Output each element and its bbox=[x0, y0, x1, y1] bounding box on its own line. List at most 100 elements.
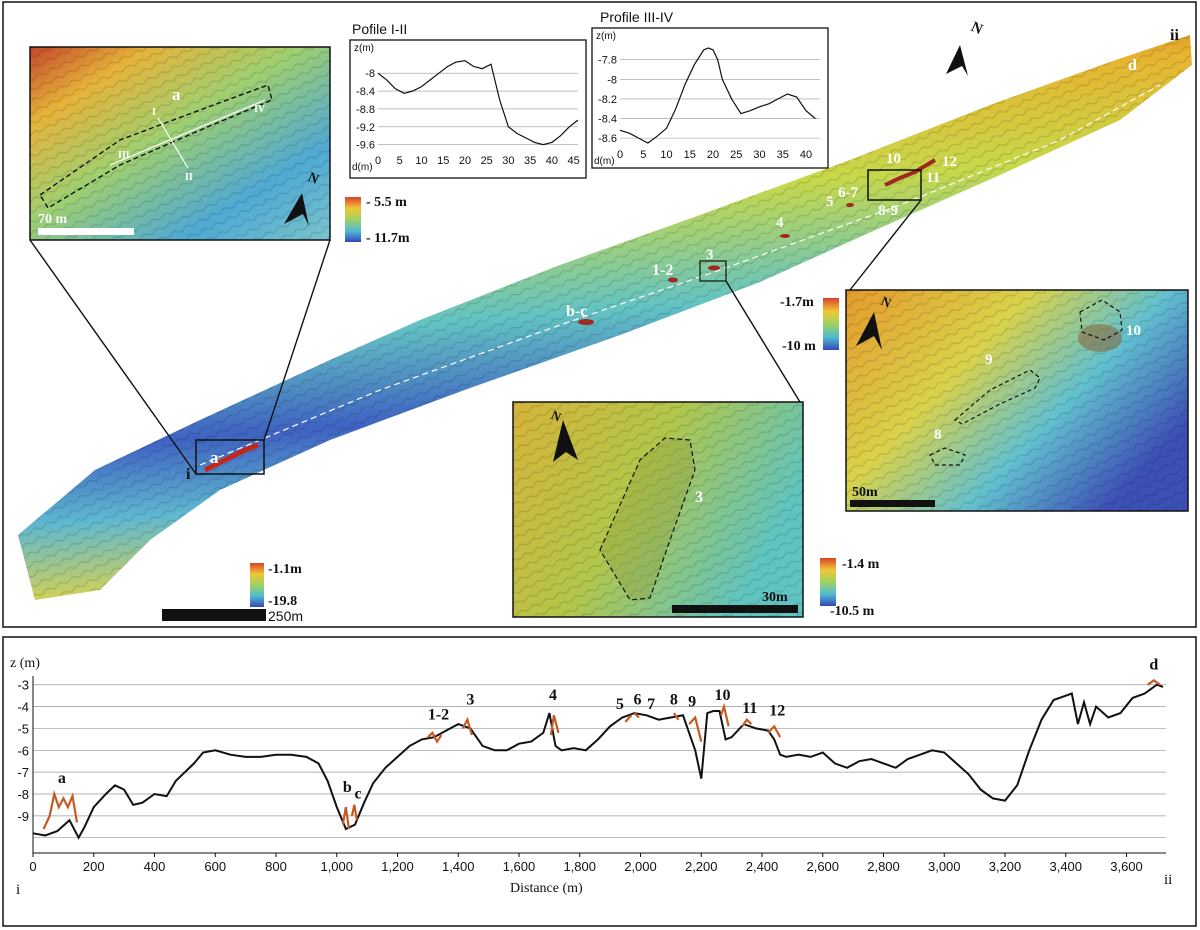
x-tick-label: 3,600 bbox=[1110, 859, 1143, 874]
x-tick-label: 2,600 bbox=[806, 859, 839, 874]
profile-2-x-ticks: 0 5 10 15 20 25 30 35 40 bbox=[617, 149, 812, 161]
y-tick-label: -9 bbox=[17, 809, 29, 824]
annotation-label: 4 bbox=[549, 687, 557, 704]
svg-text:- 11.7m: - 11.7m bbox=[366, 231, 410, 246]
y-tick-label: -8 bbox=[17, 787, 29, 802]
inset-3: 3 N 30m bbox=[512, 401, 804, 618]
feature-segment-11 bbox=[741, 718, 753, 727]
inset-3-site: 3 bbox=[695, 489, 703, 506]
x-tick-label: 3,000 bbox=[928, 859, 961, 874]
svg-text:III: III bbox=[118, 150, 130, 161]
inset-a-site: a bbox=[172, 85, 181, 104]
inset-3-scale: 30m bbox=[762, 590, 788, 605]
x-tick-label: 30 bbox=[753, 149, 765, 161]
inset-a-scale: 70 m bbox=[38, 212, 68, 227]
annotation-label: 11 bbox=[742, 700, 757, 717]
y-tick-label: -8 bbox=[365, 68, 375, 80]
x-tick-label: 35 bbox=[524, 155, 536, 167]
x-tick-label: 2,400 bbox=[746, 859, 779, 874]
x-tick-label: 2,000 bbox=[624, 859, 657, 874]
x-tick-label: 0 bbox=[29, 859, 36, 874]
inset-10-site-10: 10 bbox=[1126, 323, 1141, 339]
svg-text:z(m): z(m) bbox=[596, 31, 616, 42]
map-label-d: d bbox=[1128, 57, 1137, 74]
profile-1-title: Pofile I-II bbox=[352, 21, 407, 37]
y-tick-label: -8.4 bbox=[598, 114, 617, 126]
feature-segment-9 bbox=[688, 715, 703, 742]
map-legend-bottom: -19.8 bbox=[268, 594, 297, 609]
long-profile-y-ticks: -3 -4 -5 -6 -7 -8 -9 bbox=[17, 678, 29, 824]
x-tick-label: 5 bbox=[640, 149, 646, 161]
x-tick-label: 40 bbox=[800, 149, 812, 161]
map-label-a: a bbox=[210, 448, 219, 467]
annotation-label: b bbox=[343, 779, 352, 796]
annotation-label: 3 bbox=[466, 691, 474, 708]
x-tick-label: 1,000 bbox=[320, 859, 353, 874]
x-tick-label: 5 bbox=[397, 155, 403, 167]
inset-a-legend: - 5.5 m - 11.7m bbox=[345, 195, 410, 246]
profile-2-grid bbox=[620, 59, 820, 139]
long-profile-ylabel: z (m) bbox=[10, 656, 40, 671]
inset-10-scale: 50m bbox=[852, 485, 878, 500]
map-label-12: 12 bbox=[942, 154, 957, 170]
map-label-bc: b-c bbox=[566, 303, 587, 320]
annotation-label: d bbox=[1149, 656, 1158, 673]
annotation-label: a bbox=[58, 770, 66, 787]
x-tick-label: 1,800 bbox=[563, 859, 596, 874]
long-profile-xlabel: Distance (m) bbox=[510, 881, 583, 896]
long-profile-chart: -3 -4 -5 -6 -7 -8 -9 0 200 400 600 800 1,000 1,200 1,… bbox=[10, 656, 1172, 898]
x-tick-label: 0 bbox=[617, 149, 623, 161]
svg-text:II: II bbox=[185, 172, 193, 183]
annotation-label: 10 bbox=[715, 687, 731, 704]
y-tick-label: -5 bbox=[17, 721, 29, 736]
svg-text:z(m): z(m) bbox=[354, 43, 374, 54]
long-profile-x-ticks: 0 200 400 600 800 1,000 1,200 1,400 1,600 1,800 2,… bbox=[29, 853, 1143, 874]
svg-text:IV: IV bbox=[254, 104, 266, 115]
annotation-label: 7 bbox=[647, 696, 655, 713]
x-tick-label: 45 bbox=[568, 155, 580, 167]
x-tick-label: 20 bbox=[707, 149, 719, 161]
x-tick-label: 1,600 bbox=[503, 859, 536, 874]
x-tick-label: 25 bbox=[481, 155, 493, 167]
feature-segment-d bbox=[1147, 679, 1161, 686]
map-label-3: 3 bbox=[706, 247, 714, 263]
x-tick-label: 600 bbox=[204, 859, 226, 874]
x-tick-label: 3,200 bbox=[989, 859, 1022, 874]
x-tick-label: 2,200 bbox=[685, 859, 718, 874]
map-depth-legend: -1.1m -19.8 bbox=[250, 562, 302, 609]
profile-line bbox=[32, 683, 1164, 840]
feature-segment-10 bbox=[719, 702, 730, 727]
feature-segment-4 bbox=[549, 715, 560, 736]
map-site-labels: a b-c 1-2 3 4 5 6-7 8-9 10 11 12 d i ii bbox=[186, 27, 1179, 483]
long-profile-annotations: a b c 1-2 3 4 5 6 7 8 9 10 11 12 d bbox=[58, 656, 1159, 802]
x-tick-label: 15 bbox=[684, 149, 696, 161]
inset-10: 8 9 10 N 50m bbox=[845, 289, 1189, 512]
site-markers bbox=[195, 158, 937, 475]
y-tick-label: -7 bbox=[17, 765, 29, 780]
annotation-label: c bbox=[354, 785, 361, 802]
annotation-label: 12 bbox=[769, 702, 785, 719]
profile-1-line bbox=[377, 60, 579, 146]
svg-text:-1.4 m: -1.4 m bbox=[842, 557, 880, 572]
annotation-label: 1-2 bbox=[428, 707, 449, 724]
x-tick-label: 20 bbox=[459, 155, 471, 167]
feature-segment-5 bbox=[624, 714, 633, 723]
long-profile-end: ii bbox=[1164, 872, 1172, 888]
x-tick-label: 10 bbox=[660, 149, 672, 161]
feature-segment-12 bbox=[767, 724, 782, 738]
y-tick-label: -8.2 bbox=[598, 94, 617, 106]
y-tick-label: -8 bbox=[607, 74, 617, 86]
x-tick-label: 3,400 bbox=[1049, 859, 1082, 874]
map-label-start: i bbox=[186, 466, 191, 483]
x-tick-label: 30 bbox=[502, 155, 514, 167]
map-label-4: 4 bbox=[776, 215, 784, 231]
inset-3-legend: -1.4 m -10.5 m bbox=[820, 557, 880, 619]
x-tick-label: 200 bbox=[83, 859, 105, 874]
map-label-end: ii bbox=[1170, 27, 1179, 44]
profile-panel-frame bbox=[2, 636, 1197, 927]
profile-2-y-ticks: -7.8 -8 -8.2 -8.4 -8.6 bbox=[598, 55, 617, 145]
svg-text:I: I bbox=[152, 107, 156, 118]
svg-text:d(m): d(m) bbox=[352, 162, 373, 173]
annotation-label: 6 bbox=[633, 691, 641, 708]
